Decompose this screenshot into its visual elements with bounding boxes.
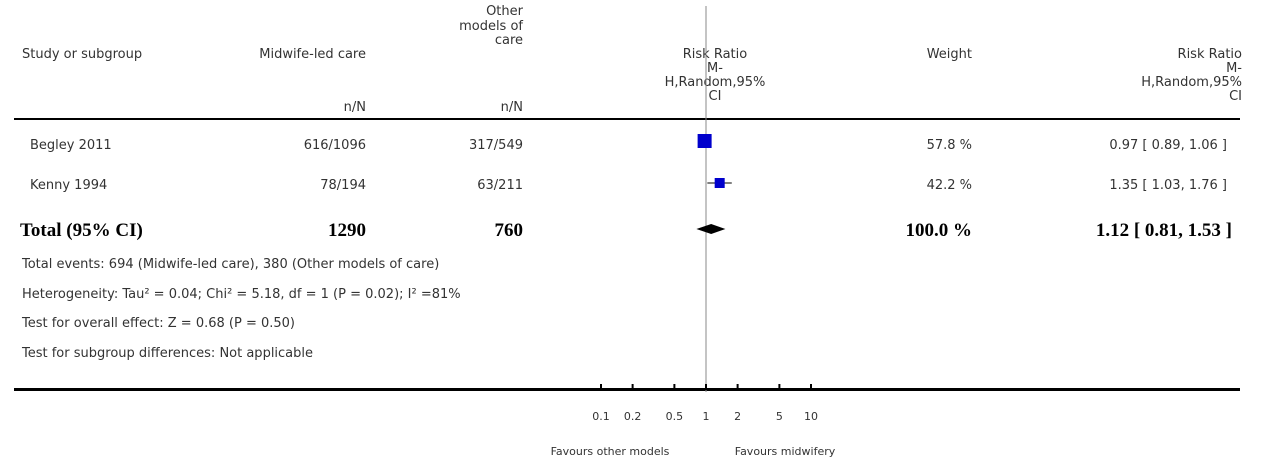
row-weight: 57.8 % xyxy=(926,138,972,153)
header-group1: Midwife-led care xyxy=(259,47,366,62)
row-group1: 616/1096 xyxy=(303,138,366,153)
axis-tick-label: 0.5 xyxy=(665,410,684,423)
axis-tick-label: 0.2 xyxy=(623,410,642,423)
footnote-events: Total events: 694 (Midwife-led care), 38… xyxy=(22,257,440,272)
header-rr-line4: CI xyxy=(708,89,722,104)
favours-other-label: Favours other models xyxy=(550,445,670,458)
row-ci: 1.35 [ 1.03, 1.76 ] xyxy=(1109,178,1227,193)
header-weight: Weight xyxy=(926,47,972,62)
row-study: Kenny 1994 xyxy=(30,178,108,193)
header-study: Study or subgroup xyxy=(22,47,143,62)
footnote-overall-effect: Test for overall effect: Z = 0.68 (P = 0… xyxy=(22,316,295,331)
footnote-heterogeneity: Heterogeneity: Tau² = 0.04; Chi² = 5.18,… xyxy=(22,287,461,302)
axis-tick-label: 0.1 xyxy=(592,410,610,423)
header-rr2-line2: M- xyxy=(1226,61,1242,76)
header-group2-line1: Other xyxy=(486,4,523,19)
axis-tick-label: 2 xyxy=(734,410,742,423)
header-rr-line1: Risk Ratio xyxy=(682,47,748,62)
header-group2-line2: models of xyxy=(459,19,523,34)
header-group2-sub: n/N xyxy=(500,100,523,115)
row-group1: 78/194 xyxy=(320,178,366,193)
total-weight: 100.0 % xyxy=(905,220,973,241)
row-weight: 42.2 % xyxy=(926,178,972,193)
axis-tick-label: 10 xyxy=(804,410,818,423)
header-group1-sub: n/N xyxy=(343,100,366,115)
bottom-rule xyxy=(14,388,1240,391)
pooled-diamond xyxy=(696,224,726,234)
total-group2: 760 xyxy=(494,220,524,241)
header-rr-line3: H,Random,95% xyxy=(664,75,766,90)
axis-tick-label: 5 xyxy=(775,410,783,423)
header-rr2-line1: Risk Ratio xyxy=(1177,47,1242,62)
row-group2: 63/211 xyxy=(477,178,523,193)
total-label: Total (95% CI) xyxy=(20,220,143,241)
header-rr-line2: M- xyxy=(707,61,723,76)
header-rr2-line4: CI xyxy=(1229,89,1242,104)
total-group1: 1290 xyxy=(328,220,366,241)
row-ci: 0.97 [ 0.89, 1.06 ] xyxy=(1109,138,1227,153)
header-group2-line3: care xyxy=(494,33,523,48)
favours-midwifery-label: Favours midwifery xyxy=(734,445,836,458)
study-marker xyxy=(697,134,712,148)
header-rr2-line3: H,Random,95% xyxy=(1141,75,1242,90)
axis-tick-label: 1 xyxy=(702,410,710,423)
row-study: Begley 2011 xyxy=(30,138,112,153)
footnote-subgroup: Test for subgroup differences: Not appli… xyxy=(22,346,314,361)
study-marker xyxy=(714,178,725,188)
total-ci: 1.12 [ 0.81, 1.53 ] xyxy=(1095,220,1232,241)
header-rule xyxy=(14,118,1240,120)
row-group2: 317/549 xyxy=(468,138,523,153)
